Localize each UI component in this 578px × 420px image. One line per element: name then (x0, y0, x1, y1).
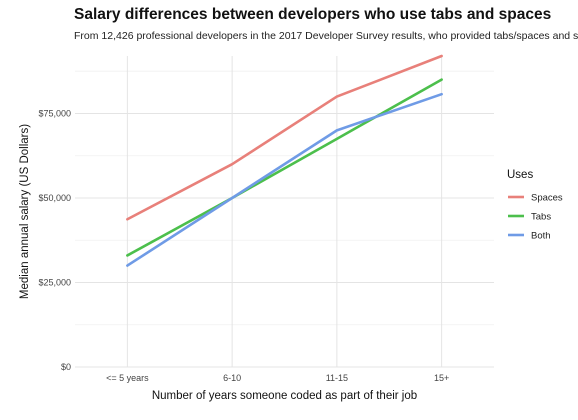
chart-subtitle: From 12,426 professional developers in t… (74, 30, 578, 42)
legend-label-tabs: Tabs (531, 212, 551, 223)
legend-title: Uses (507, 169, 533, 181)
x-axis-title: Number of years someone coded as part of… (152, 390, 417, 402)
legend-label-spaces: Spaces (531, 193, 563, 204)
y-axis-title: Median annual salary (US Dollars) (19, 124, 31, 299)
chart-title: Salary differences between developers wh… (74, 6, 552, 23)
series-line-spaces (126, 54, 443, 221)
x-tick-label: 6-10 (223, 373, 241, 383)
y-tick-label: $25,000 (38, 277, 71, 287)
y-tick-label: $50,000 (38, 193, 71, 203)
y-tick-label: $75,000 (38, 108, 71, 118)
series-line-both (126, 92, 443, 267)
y-tick-label: $0 (61, 362, 71, 372)
legend: Uses Spaces Tabs Both (507, 169, 563, 242)
x-tick-label: 11-15 (326, 373, 348, 383)
x-tick-label: 15+ (434, 373, 449, 383)
x-tick-labels: <= 5 years 6-10 11-15 15+ (106, 373, 449, 383)
grid-minor (75, 70, 494, 326)
x-tick-label: <= 5 years (106, 373, 149, 383)
series-layer (126, 54, 443, 267)
legend-label-both: Both (531, 231, 551, 242)
series-line-tabs (126, 78, 443, 257)
y-tick-labels: $0 $25,000 $50,000 $75,000 (38, 108, 71, 372)
grid-major (75, 56, 494, 368)
